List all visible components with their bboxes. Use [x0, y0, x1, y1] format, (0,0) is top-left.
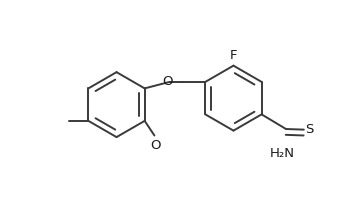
Text: S: S — [305, 123, 313, 136]
Text: O: O — [150, 139, 160, 152]
Text: O: O — [163, 75, 173, 88]
Text: H₂N: H₂N — [270, 147, 295, 160]
Text: F: F — [230, 49, 237, 62]
